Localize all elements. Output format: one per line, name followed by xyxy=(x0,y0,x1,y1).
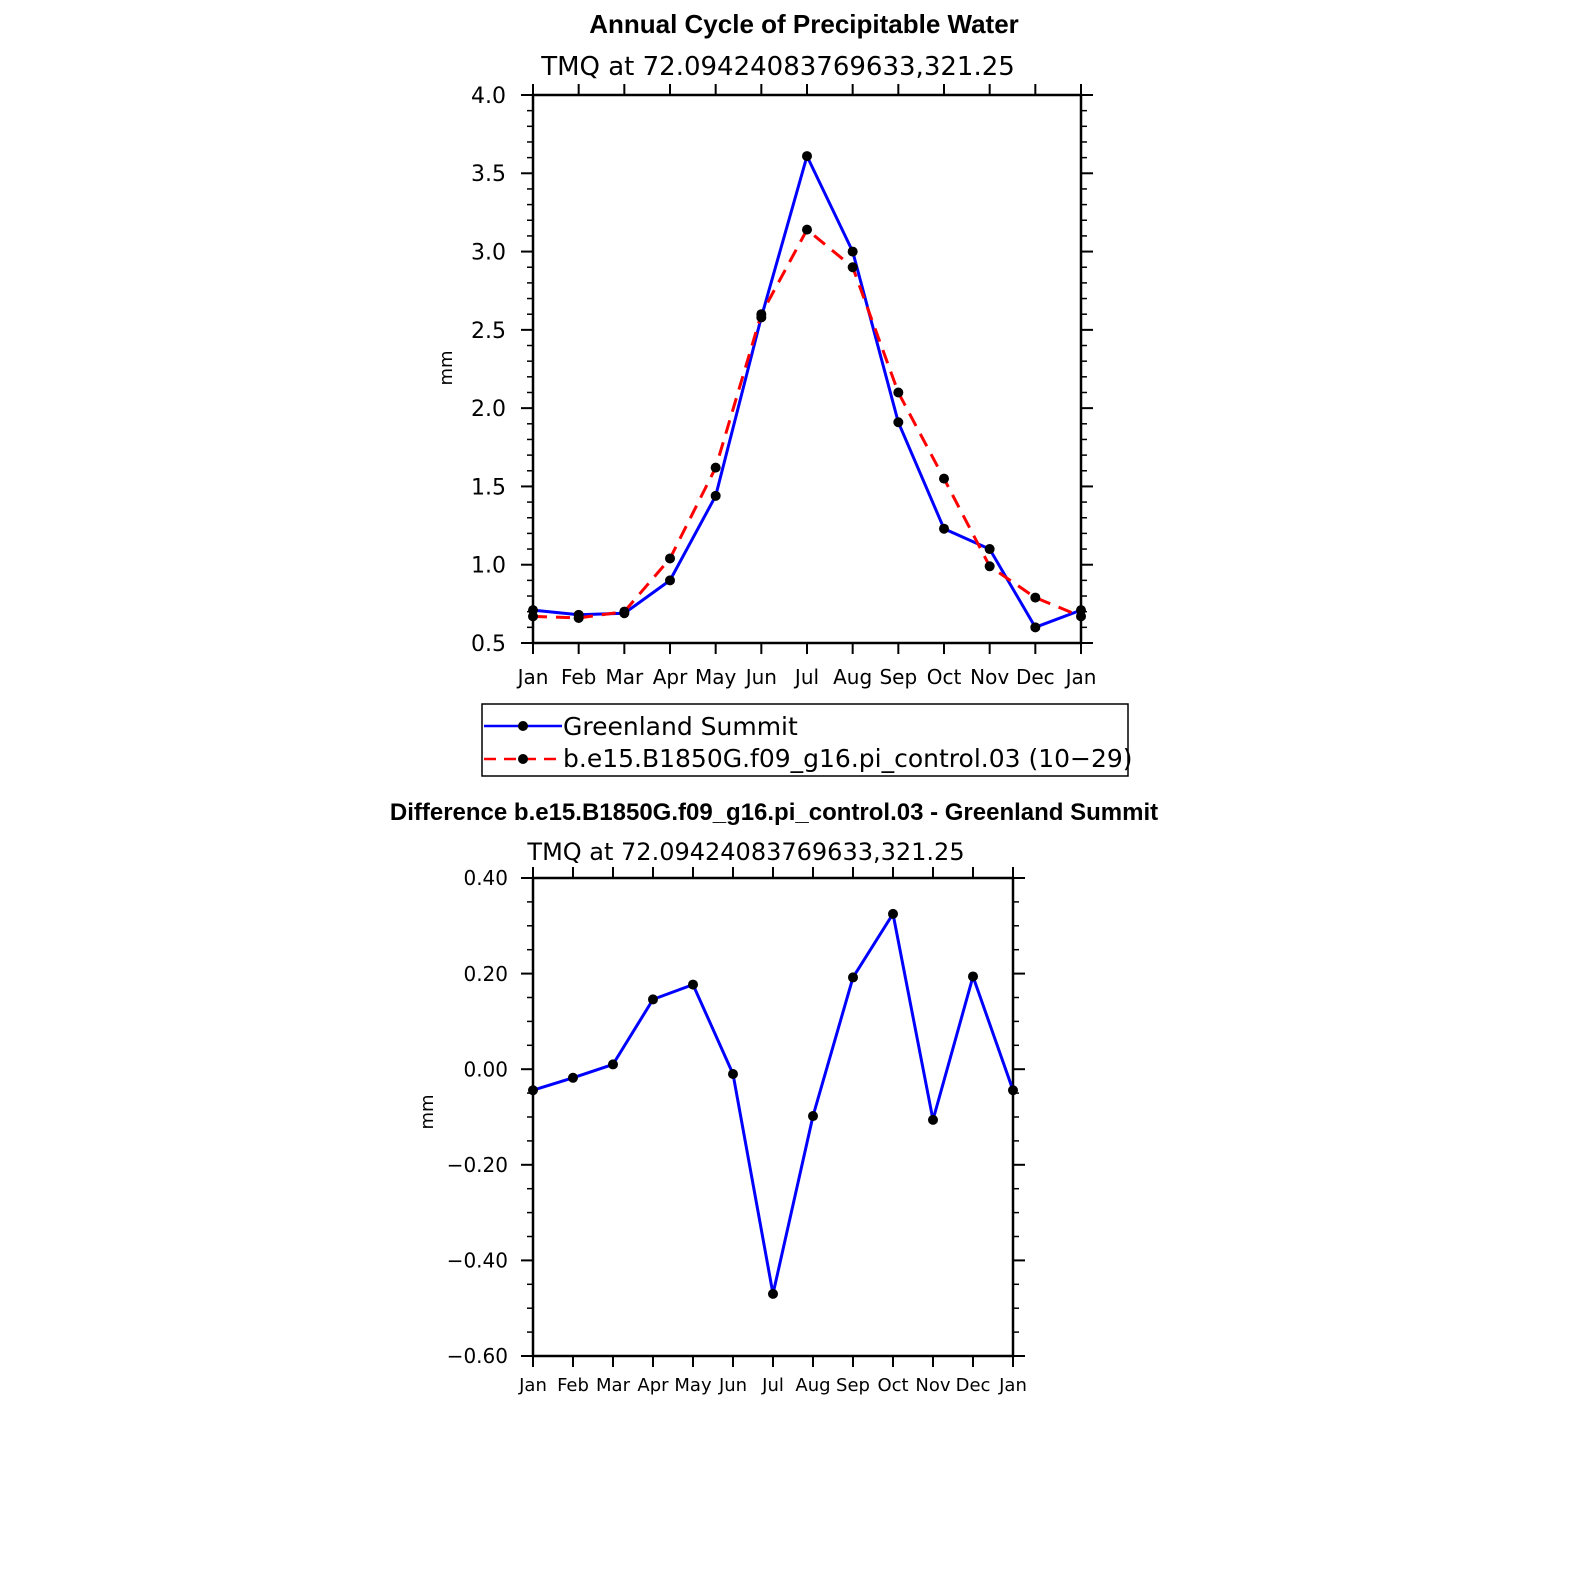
chart1-ytick-label: 1.0 xyxy=(471,554,506,579)
chart1-ytick-label: 1.5 xyxy=(471,475,506,500)
chart2-xtick-label: Apr xyxy=(637,1375,669,1396)
chart1-xtick-label: Mar xyxy=(605,665,644,689)
chart1-xtick-label: Oct xyxy=(927,665,962,689)
chart2-series-1-point xyxy=(968,971,978,982)
chart2-ytick-label: −0.20 xyxy=(447,1153,508,1177)
chart1-ytick-label: 3.5 xyxy=(471,162,506,187)
chart1-legend: Greenland Summit b.e15.B1850G.f09_g16.pi… xyxy=(481,703,1133,777)
legend-box xyxy=(481,703,1129,777)
chart1-xtick-label: Aug xyxy=(833,665,872,689)
legend-marker-greenland-summit xyxy=(518,721,528,731)
chart1-series-1-point xyxy=(893,417,904,428)
chart1-xtick-label: Jan xyxy=(1064,665,1097,689)
chart1-series-2-point xyxy=(619,606,630,617)
chart2-xtick-label: Jan xyxy=(998,1375,1027,1396)
chart2-series-1-line xyxy=(532,912,1015,1296)
chart1-plot-area: Jan Feb Mar Apr May Jun Jul Aug Sep Oct Nov Dec Jan 0… xyxy=(471,84,1096,689)
chart2-series-1-point xyxy=(768,1288,778,1299)
chart2-series-1-point xyxy=(688,979,698,990)
chart2-series-1-point xyxy=(568,1072,578,1083)
chart1-series-1-point xyxy=(802,151,812,162)
chart2-xtick-label: Jan xyxy=(518,1375,547,1396)
chart1-xtick-label: Sep xyxy=(879,665,917,689)
chart2-xtick-label: Aug xyxy=(795,1375,830,1396)
chart1-xtick-label: May xyxy=(695,665,737,689)
chart1-series-1-point xyxy=(939,523,949,534)
chart1-series-2-point xyxy=(756,309,767,320)
chart1-series-2-point xyxy=(1076,611,1086,622)
chart2-xtick-label: Jun xyxy=(718,1375,747,1396)
chart1-title: Annual Cycle of Precipitable Water xyxy=(589,9,1019,39)
chart2-ytick-label: 0.00 xyxy=(463,1057,508,1081)
chart2-xtick-label: Mar xyxy=(596,1375,631,1396)
chart2-series-1-point xyxy=(848,972,858,983)
chart2-series-1-point xyxy=(648,994,658,1005)
chart1-xtick-label: Feb xyxy=(561,665,596,689)
legend-label-pi-control: b.e15.B1850G.f09_g16.pi_control.03 (10−2… xyxy=(563,744,1133,773)
chart2-plot-area: Jan Feb Mar Apr May Jun Jul Aug Sep Oct Nov Dec Jan−… xyxy=(447,866,1027,1396)
chart2-ytick-label: −0.60 xyxy=(447,1344,508,1368)
chart1-series-2-line xyxy=(532,228,1082,620)
chart1-series-2-point xyxy=(528,611,538,622)
chart1-series-2-point xyxy=(573,612,584,623)
chart1-series-1-point xyxy=(665,575,675,586)
chart2-xtick-label: Nov xyxy=(915,1375,950,1396)
chart1-series-1-point xyxy=(710,490,721,501)
chart2-ytick-label: 0.40 xyxy=(463,866,508,890)
chart2-series-1-point xyxy=(1008,1085,1018,1096)
chart2-xtick-label: Oct xyxy=(877,1375,908,1396)
chart2-xtick-label: Feb xyxy=(557,1375,589,1396)
chart2-ylabel: mm xyxy=(417,1094,438,1129)
chart1-series-2-point xyxy=(893,387,904,398)
chart1-series-2-point xyxy=(710,462,721,473)
chart2-frame xyxy=(531,876,1015,1358)
chart1-subtitle: TMQ at 72.09424083769633,321.25 xyxy=(540,52,1015,82)
chart2-series-1-point xyxy=(528,1085,538,1096)
chart1-ytick-label: 0.5 xyxy=(471,632,506,657)
chart1-ytick-label: 4.0 xyxy=(471,84,506,109)
chart2-series-1-point xyxy=(608,1059,618,1070)
chart1-ytick-label: 3.0 xyxy=(471,240,506,265)
chart2-ytick-label: 0.20 xyxy=(463,962,508,986)
chart1-frame xyxy=(531,93,1083,645)
chart2-subtitle: TMQ at 72.09424083769633,321.25 xyxy=(526,838,964,866)
chart1-ytick-label: 2.5 xyxy=(471,319,506,344)
chart1-series-1-point xyxy=(984,544,995,555)
legend-label-greenland-summit: Greenland Summit xyxy=(563,712,798,741)
chart1-ytick-label: 2.0 xyxy=(471,397,506,422)
chart1-series-2-point xyxy=(802,224,812,235)
chart1-series-2-point xyxy=(939,473,949,484)
legend-marker-pi-control xyxy=(518,754,528,764)
chart2-series-1-point xyxy=(728,1068,738,1079)
chart1-series-1-point xyxy=(1030,622,1041,633)
chart2-ytick-label: −0.40 xyxy=(447,1249,508,1273)
chart1-xtick-label: Jun xyxy=(744,665,777,689)
chart2-xtick-label: Jul xyxy=(761,1375,784,1396)
chart1-series-2-point xyxy=(847,262,858,273)
chart1-series-1-point xyxy=(847,246,858,257)
chart1-ylabel: mm xyxy=(436,350,457,385)
chart1-series-2-point xyxy=(1030,592,1041,603)
chart1-xtick-label: Apr xyxy=(653,665,688,689)
chart1-series-2-point xyxy=(665,553,675,564)
chart2-xtick-label: Sep xyxy=(836,1375,870,1396)
chart1-xtick-label: Jul xyxy=(793,665,819,689)
chart1-xtick-label: Jan xyxy=(516,665,549,689)
chart2-xtick-label: Dec xyxy=(956,1375,991,1396)
chart2-series-1-point xyxy=(928,1114,938,1125)
chart1-xtick-label: Nov xyxy=(970,665,1009,689)
chart1-xtick-label: Dec xyxy=(1016,665,1055,689)
chart2-title: Difference b.e15.B1850G.f09_g16.pi_contr… xyxy=(390,799,1158,826)
chart1-series-2-point xyxy=(984,561,995,572)
chart2-xtick-label: May xyxy=(674,1375,712,1396)
chart2-series-1-point xyxy=(808,1111,818,1122)
chart2-series-1-point xyxy=(888,908,898,919)
